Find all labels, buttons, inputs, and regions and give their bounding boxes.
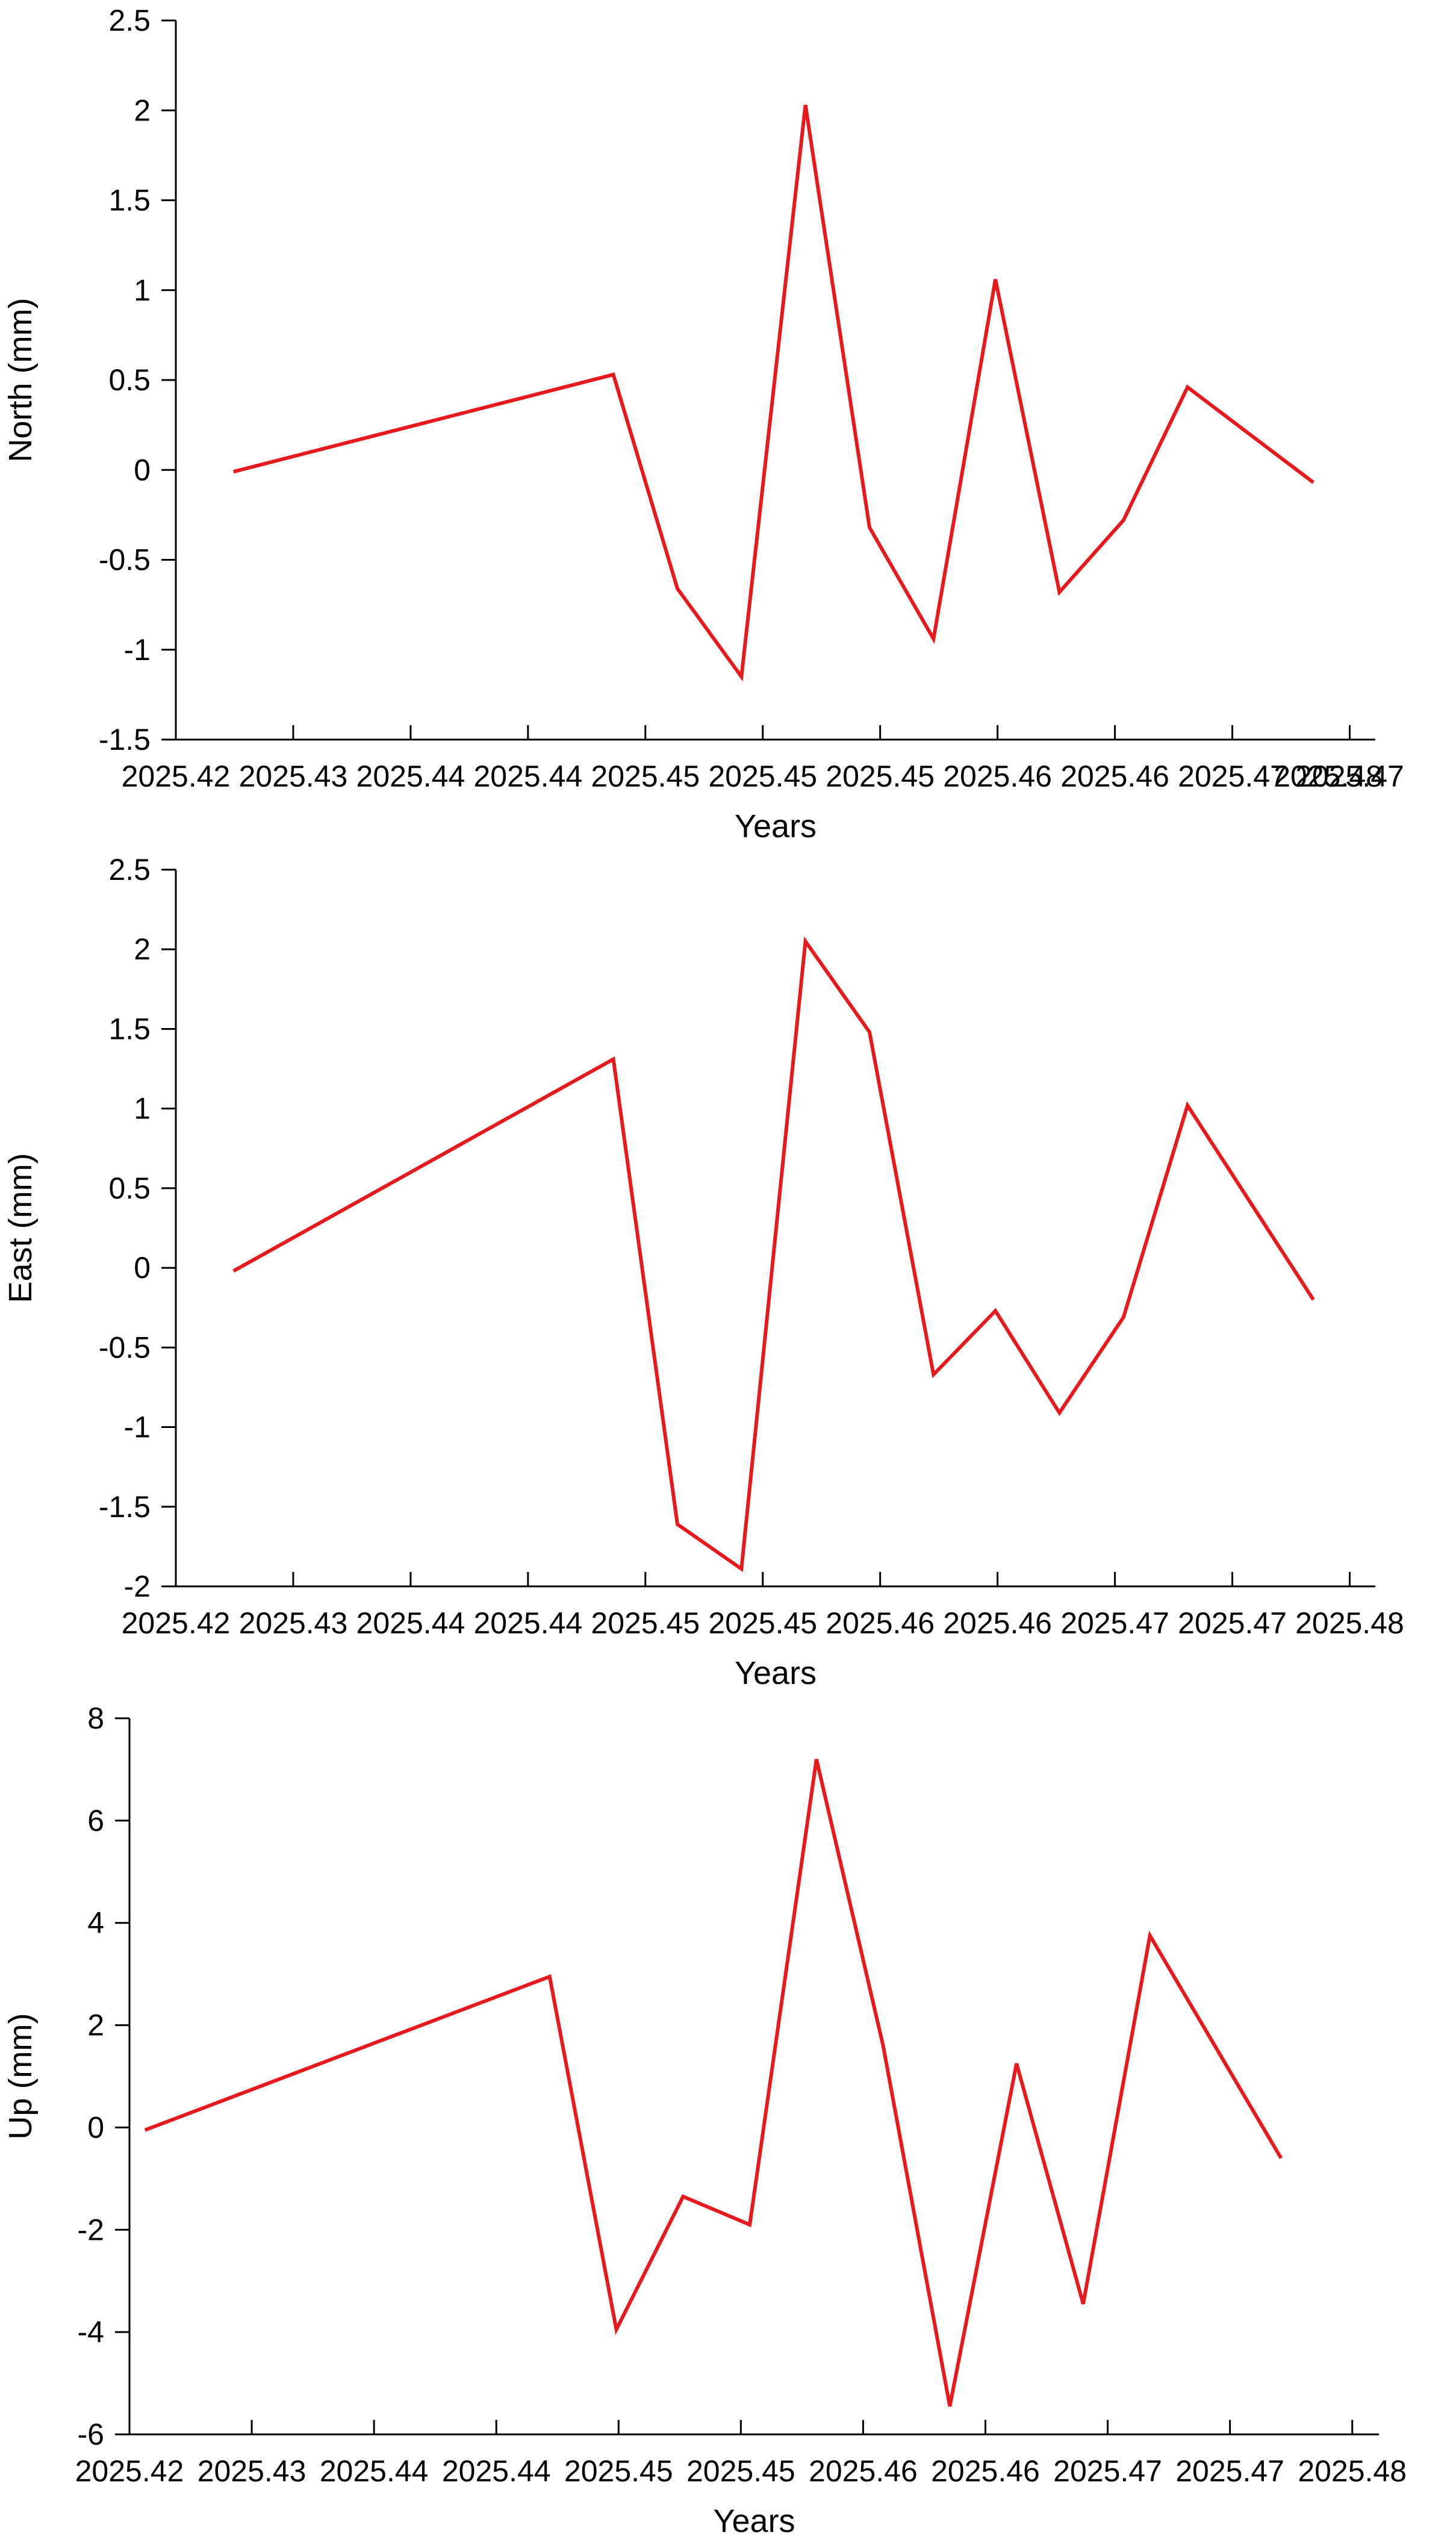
x-tick-label: 2025.46 xyxy=(1060,759,1169,793)
x-tick-label: 2025.48 xyxy=(1295,1606,1404,1640)
x-tick-label: 2025.45 xyxy=(708,759,817,793)
y-tick-label: 1 xyxy=(134,273,151,307)
x-tick-label: 2025.44 xyxy=(473,759,582,793)
y-axis-label: East (mm) xyxy=(2,1153,39,1303)
y-tick-label: 0.5 xyxy=(108,363,151,397)
x-tick-label: 2025.43 xyxy=(239,759,348,793)
x-tick-label: 2025.48 xyxy=(1274,759,1383,793)
x-tick-label: 2025.45 xyxy=(708,1606,817,1640)
x-axis-label: Years xyxy=(713,2503,795,2539)
x-tick-label: 2025.45 xyxy=(686,2454,795,2488)
x-tick-label: 2025.44 xyxy=(356,1606,465,1640)
x-tick-label: 2025.44 xyxy=(473,1606,582,1640)
x-tick-label: 2025.45 xyxy=(564,2454,673,2488)
y-axis-label: North (mm) xyxy=(2,298,39,463)
y-tick-label: -2 xyxy=(78,2213,104,2246)
x-tick-label: 2025.47 xyxy=(1178,1606,1287,1640)
y-tick-label: -1.5 xyxy=(99,723,151,756)
y-tick-label: -0.5 xyxy=(99,543,151,577)
y-tick-label: 8 xyxy=(87,1701,104,1735)
x-tick-label: 2025.46 xyxy=(943,759,1052,793)
y-tick-label: 0 xyxy=(134,453,151,487)
series-line-1 xyxy=(232,104,1315,682)
y-tick-label: 2 xyxy=(134,932,151,966)
y-tick-label: 2 xyxy=(87,2009,104,2042)
y-tick-label: -1.5 xyxy=(99,1490,151,1524)
x-tick-label: 2025.44 xyxy=(356,759,465,793)
y-tick-label: -1 xyxy=(124,1411,151,1444)
x-tick-label: 2025.43 xyxy=(239,1606,348,1640)
y-tick-label: 2 xyxy=(134,93,151,127)
y-axis-label: Up (mm) xyxy=(2,2013,39,2140)
y-tick-label: 2.5 xyxy=(108,853,151,887)
y-tick-label: 4 xyxy=(87,1906,104,1940)
x-tick-label: 2025.44 xyxy=(320,2454,429,2488)
y-tick-label: -4 xyxy=(78,2315,104,2349)
x-tick-label: 2025.42 xyxy=(75,2454,184,2488)
y-tick-label: -0.5 xyxy=(99,1330,151,1364)
y-tick-label: 1 xyxy=(134,1092,151,1126)
x-tick-label: 2025.46 xyxy=(826,1606,935,1640)
x-tick-label: 2025.48 xyxy=(1298,2454,1407,2488)
x-tick-label: 2025.45 xyxy=(826,759,935,793)
x-tick-label: 2025.43 xyxy=(198,2454,306,2488)
y-tick-label: 2.5 xyxy=(108,4,151,37)
y-tick-label: -2 xyxy=(124,1570,151,1603)
x-tick-label: 2025.47 xyxy=(1060,1606,1169,1640)
x-tick-label: 2025.46 xyxy=(943,1606,1052,1640)
series-line-1 xyxy=(144,1759,1283,2407)
x-axis-label: Years xyxy=(735,1655,817,1691)
y-tick-label: 6 xyxy=(87,1804,104,1838)
y-tick-label: 0.5 xyxy=(108,1171,151,1205)
y-tick-label: -1 xyxy=(124,633,151,667)
x-tick-label: 2025.45 xyxy=(591,1606,700,1640)
x-tick-label: 2025.47 xyxy=(1175,2454,1284,2488)
x-tick-label: 2025.42 xyxy=(122,759,231,793)
x-tick-label: 2025.45 xyxy=(591,759,700,793)
series-line-1 xyxy=(232,936,1315,1573)
y-tick-label: 0 xyxy=(87,2110,104,2144)
x-tick-label: 2025.46 xyxy=(931,2454,1040,2488)
x-axis-label: Years xyxy=(735,808,817,844)
chart-panel-3: -6 -4 -2 0 2 4 6 8 2025.42 2025.43 2025.44 2025.44 2… xyxy=(2,1701,1407,2539)
x-tick-label: 2025.47 xyxy=(1053,2454,1162,2488)
x-tick-label: 2025.46 xyxy=(809,2454,918,2488)
x-tick-label: 2025.47 xyxy=(1178,759,1287,793)
x-tick-label: 2025.47 xyxy=(1295,759,1404,793)
y-tick-label: 1.5 xyxy=(108,184,151,217)
y-tick-label: 1.5 xyxy=(108,1012,151,1046)
y-tick-label: 0 xyxy=(134,1251,151,1285)
y-tick-label: -6 xyxy=(78,2418,104,2451)
x-tick-label: 2025.42 xyxy=(122,1606,231,1640)
x-tick-label: 2025.44 xyxy=(442,2454,551,2488)
